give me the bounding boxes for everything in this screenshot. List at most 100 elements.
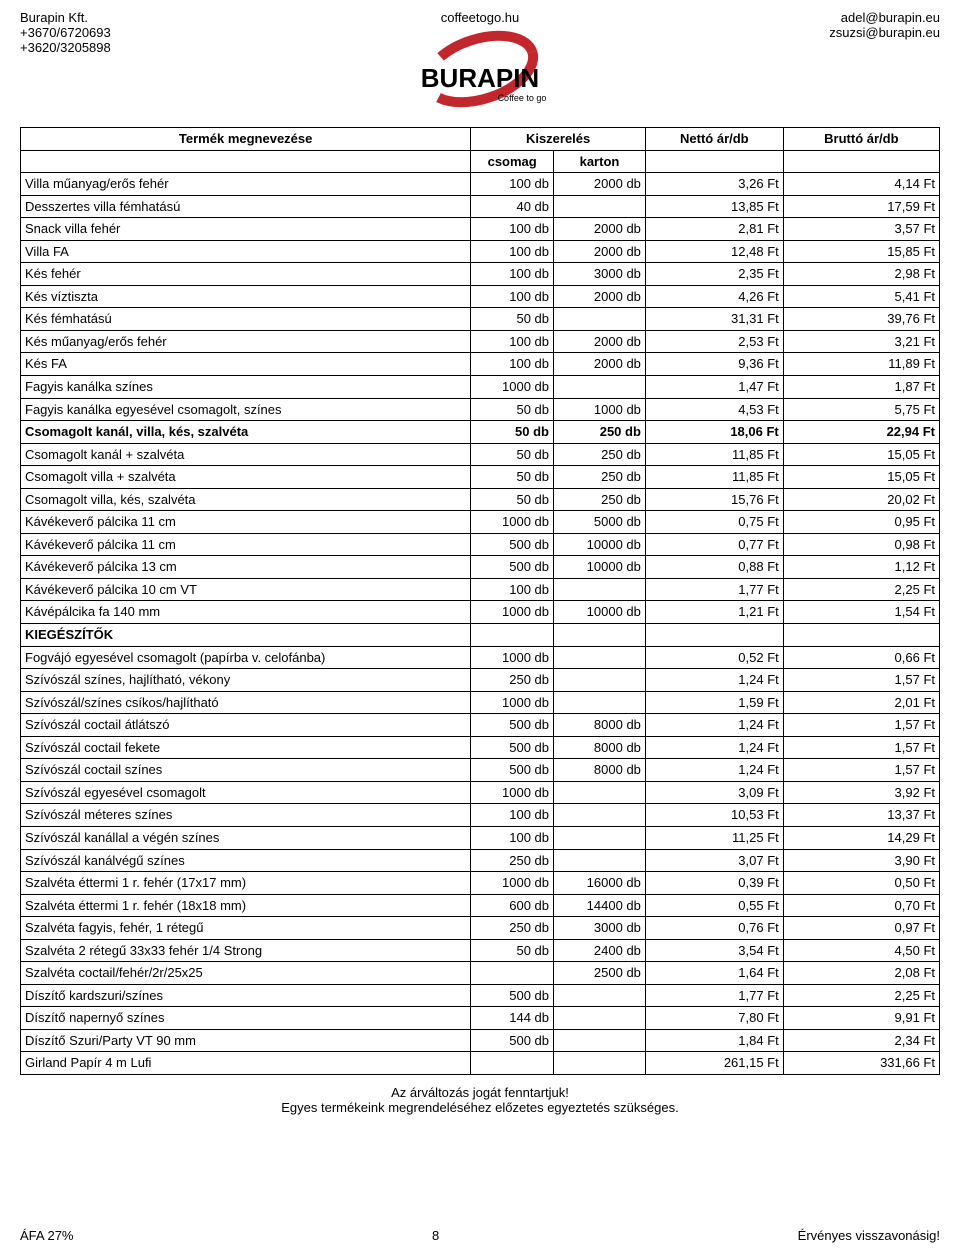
cell-karton: 2000 db [554, 330, 646, 353]
cell-csomag: 50 db [471, 398, 554, 421]
th-packaging: Kiszerelés [471, 128, 646, 151]
cell-gross: 2,25 Ft [783, 984, 939, 1007]
cell-karton: 2000 db [554, 285, 646, 308]
cell-karton [554, 1052, 646, 1075]
cell-csomag: 100 db [471, 263, 554, 286]
cell-net: 2,53 Ft [645, 330, 783, 353]
cell-net: 1,77 Ft [645, 984, 783, 1007]
cell-karton [554, 1007, 646, 1030]
price-table: Termék megnevezése Kiszerelés Nettó ár/d… [20, 127, 940, 1075]
cell-csomag: 50 db [471, 939, 554, 962]
cell-csomag [471, 962, 554, 985]
name: Kés FA [21, 353, 471, 376]
cell-csomag: 600 db [471, 894, 554, 917]
table-row: Díszítő napernyő színes144 db7,80 Ft9,91… [21, 1007, 940, 1030]
cell-csomag: 50 db [471, 443, 554, 466]
cell-gross: 2,01 Ft [783, 691, 939, 714]
cell-net: 1,24 Ft [645, 736, 783, 759]
name: KIEGÉSZÍTŐK [21, 624, 471, 647]
cell-karton: 2500 db [554, 962, 646, 985]
cell-net: 18,06 Ft [645, 421, 783, 444]
name: Szívószál coctail fekete [21, 736, 471, 759]
cell-karton [554, 826, 646, 849]
name: Szívószál kanálvégű színes [21, 849, 471, 872]
table-row: Kávékeverő pálcika 11 cm500 db10000 db0,… [21, 533, 940, 556]
cell-csomag: 250 db [471, 849, 554, 872]
table-row: Szívószál coctail átlátszó500 db8000 db1… [21, 714, 940, 737]
cell-net: 12,48 Ft [645, 240, 783, 263]
name: Fagyis kanálka színes [21, 376, 471, 399]
th-blank3 [783, 150, 939, 173]
cell-karton: 250 db [554, 421, 646, 444]
name: Kávékeverő pálcika 11 cm [21, 533, 471, 556]
cell-karton: 14400 db [554, 894, 646, 917]
cell-net: 0,39 Ft [645, 872, 783, 895]
table-row: Szívószál coctail fekete500 db8000 db1,2… [21, 736, 940, 759]
table-row: Szalvéta éttermi 1 r. fehér (17x17 mm)10… [21, 872, 940, 895]
name: Szalvéta éttermi 1 r. fehér (17x17 mm) [21, 872, 471, 895]
cell-gross: 2,08 Ft [783, 962, 939, 985]
website: coffeetogo.hu [327, 10, 634, 25]
cell-karton: 250 db [554, 466, 646, 489]
footer-note-1: Az árváltozás jogát fenntartjuk! [20, 1085, 940, 1100]
name: Szívószál egyesével csomagolt [21, 781, 471, 804]
cell-csomag: 100 db [471, 285, 554, 308]
cell-csomag: 1000 db [471, 511, 554, 534]
cell-karton [554, 646, 646, 669]
name: Fagyis kanálka egyesével csomagolt, szín… [21, 398, 471, 421]
cell-gross: 3,21 Ft [783, 330, 939, 353]
cell-gross: 9,91 Ft [783, 1007, 939, 1030]
name: Csomagolt villa + szalvéta [21, 466, 471, 489]
cell-net: 9,36 Ft [645, 353, 783, 376]
cell-gross: 2,25 Ft [783, 578, 939, 601]
cell-net [645, 624, 783, 647]
table-row: Csomagolt kanál + szalvéta50 db250 db11,… [21, 443, 940, 466]
phone-1: +3670/6720693 [20, 25, 327, 40]
cell-gross: 4,50 Ft [783, 939, 939, 962]
name: Szalvéta 2 rétegű 33x33 fehér 1/4 Strong [21, 939, 471, 962]
name: Villa műanyag/erős fehér [21, 173, 471, 196]
cell-csomag: 1000 db [471, 781, 554, 804]
name: Szalvéta éttermi 1 r. fehér (18x18 mm) [21, 894, 471, 917]
cell-gross: 14,29 Ft [783, 826, 939, 849]
name: Szívószál kanállal a végén színes [21, 826, 471, 849]
cell-csomag: 500 db [471, 556, 554, 579]
page-number: 8 [432, 1228, 439, 1243]
name: Szívószál színes, hajlítható, vékony [21, 669, 471, 692]
table-row: Kés fehér100 db3000 db2,35 Ft2,98 Ft [21, 263, 940, 286]
cell-gross: 3,90 Ft [783, 849, 939, 872]
cell-csomag: 50 db [471, 308, 554, 331]
table-row: Kés fémhatású50 db31,31 Ft39,76 Ft [21, 308, 940, 331]
cell-gross: 15,05 Ft [783, 443, 939, 466]
cell-gross: 3,57 Ft [783, 218, 939, 241]
cell-gross: 0,50 Ft [783, 872, 939, 895]
name: Kávépálcika fa 140 mm [21, 601, 471, 624]
cell-csomag: 100 db [471, 330, 554, 353]
cell-karton: 2000 db [554, 353, 646, 376]
table-row: Szívószál színes, hajlítható, vékony250 … [21, 669, 940, 692]
cell-karton: 5000 db [554, 511, 646, 534]
cell-csomag: 1000 db [471, 376, 554, 399]
cell-karton: 2000 db [554, 240, 646, 263]
cell-csomag: 1000 db [471, 646, 554, 669]
cell-csomag: 500 db [471, 714, 554, 737]
cell-csomag [471, 1052, 554, 1075]
th-net: Nettó ár/db [645, 128, 783, 151]
cell-net: 11,85 Ft [645, 443, 783, 466]
cell-csomag: 50 db [471, 421, 554, 444]
cell-net: 3,26 Ft [645, 173, 783, 196]
cell-csomag: 250 db [471, 917, 554, 940]
footer-note-2: Egyes termékeink megrendeléséhez előzete… [20, 1100, 940, 1115]
cell-gross: 1,87 Ft [783, 376, 939, 399]
cell-net: 4,26 Ft [645, 285, 783, 308]
cell-karton [554, 781, 646, 804]
table-row: Fagyis kanálka egyesével csomagolt, szín… [21, 398, 940, 421]
cell-csomag: 144 db [471, 1007, 554, 1030]
cell-gross: 17,59 Ft [783, 195, 939, 218]
cell-gross: 0,95 Ft [783, 511, 939, 534]
cell-gross: 1,57 Ft [783, 759, 939, 782]
name: Desszertes villa fémhatású [21, 195, 471, 218]
cell-gross: 3,92 Ft [783, 781, 939, 804]
logo-subtext: Coffee to go [498, 93, 547, 103]
cell-net: 1,64 Ft [645, 962, 783, 985]
